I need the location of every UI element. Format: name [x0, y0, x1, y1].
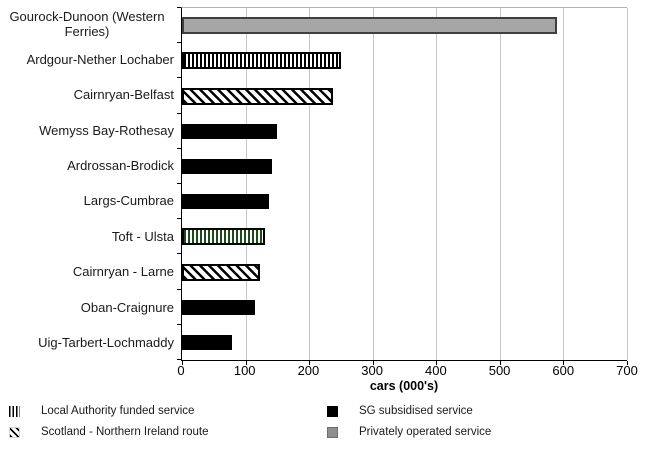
y-axis-tick	[177, 7, 181, 8]
legend-label: SG subsidised service	[359, 405, 473, 417]
bar-row	[182, 254, 627, 289]
legend-label: Scotland - Northern Ireland route	[41, 426, 209, 438]
x-axis-tick	[372, 361, 374, 365]
x-axis-tick	[182, 361, 183, 365]
x-axis-tick	[499, 361, 501, 365]
chart-bar	[182, 194, 270, 210]
category-label: Ardrossan-Brodick	[67, 158, 174, 174]
x-tick-label: 600	[552, 363, 575, 378]
x-tick-label: 700	[616, 363, 638, 378]
y-axis-tick	[177, 183, 181, 184]
legend-label: Local Authority funded service	[41, 405, 195, 417]
legend-swatch-v-stripes	[9, 405, 20, 417]
category-label: Oban-Craignure	[80, 299, 174, 315]
x-axis-tick-labels: 0 100 200 300 400 500 600 700	[177, 361, 637, 379]
category-axis-labels: Gourock-Dunoon (Western Ferries) Ardgour-…	[0, 7, 181, 361]
y-axis-tick	[177, 112, 181, 114]
y-axis-tick	[177, 77, 181, 79]
legend-swatch-d-stripes	[9, 426, 20, 438]
bar-row	[182, 149, 627, 184]
category-label: Wemyss Bay-Rothesay	[39, 122, 174, 138]
x-tick-label: 300	[361, 363, 383, 378]
y-axis-tick	[177, 147, 181, 149]
gridline	[372, 8, 374, 360]
bar-row	[182, 184, 627, 219]
y-axis-tick	[177, 218, 181, 220]
gridline	[563, 8, 565, 360]
legend-item: Privately operated service	[327, 426, 650, 438]
bar-row	[182, 219, 627, 254]
chart-bar	[182, 263, 261, 281]
x-axis-tick	[245, 361, 247, 365]
legend-item: SG subsidised service	[327, 405, 650, 417]
chart-bar	[182, 123, 277, 139]
legend-swatch-solid-gray	[327, 426, 338, 438]
chart-bar	[182, 17, 558, 35]
x-axis-tick	[563, 361, 565, 365]
category-label: Cairnryan - Larne	[72, 264, 174, 280]
legend-label: Privately operated service	[359, 426, 492, 438]
chart-bar	[182, 228, 265, 246]
gridline	[245, 8, 247, 360]
x-tick-label: 100	[233, 363, 256, 378]
bar-row	[182, 8, 627, 43]
legend-item: Scotland - Northern Ireland route	[9, 426, 327, 438]
gridline	[499, 8, 501, 360]
category-label: Ardgour-Nether Lochaber	[26, 51, 174, 67]
y-axis-tick	[177, 253, 181, 255]
x-axis-tick	[309, 361, 311, 365]
gridline	[309, 8, 311, 360]
y-axis-tick	[177, 359, 181, 360]
legend: Local Authority funded service SG subsidi…	[0, 405, 650, 438]
category-label: Toft - Ulsta	[111, 228, 174, 244]
legend-item: Local Authority funded service	[9, 405, 327, 417]
bar-row	[182, 325, 627, 360]
chart-bar	[182, 334, 232, 350]
gridline	[627, 8, 628, 360]
chart-bar	[182, 158, 272, 174]
bar-row	[182, 43, 627, 78]
y-axis-tick	[177, 288, 181, 290]
category-label: Largs-Cumbrae	[83, 193, 174, 209]
x-tick-label: 0	[177, 363, 185, 378]
plot-wrap: Gourock-Dunoon (Western Ferries) Ardgour-…	[0, 7, 628, 365]
chart-bar	[182, 87, 334, 105]
y-axis-tick	[177, 42, 181, 44]
x-tick-label: 400	[424, 363, 447, 378]
category-label: Cairnryan-Belfast	[73, 87, 174, 103]
x-axis-tick	[627, 361, 628, 365]
chart-bar	[182, 299, 256, 315]
category-label: Gourock-Dunoon (Western Ferries)	[9, 9, 165, 39]
category-label: Uig-Tarbert-Lochmaddy	[38, 335, 174, 351]
chart-bar	[182, 52, 341, 70]
legend-swatch-solid-black	[327, 405, 338, 417]
x-tick-label: 200	[297, 363, 320, 378]
y-axis-tick	[177, 323, 181, 325]
x-tick-label: 500	[488, 363, 511, 378]
bar-row	[182, 290, 627, 325]
x-axis-title: cars (000's)	[369, 379, 439, 393]
plot-area	[177, 7, 628, 365]
gridline	[436, 8, 438, 360]
x-axis-tick	[436, 361, 438, 365]
bar-rows	[182, 8, 627, 360]
bar-row	[182, 78, 627, 113]
bar-row	[182, 114, 627, 149]
